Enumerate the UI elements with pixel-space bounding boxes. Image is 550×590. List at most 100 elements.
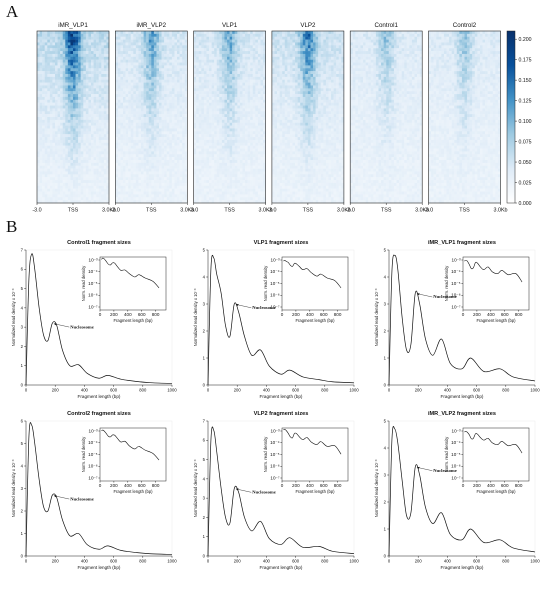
heatmap-cell bbox=[138, 114, 142, 118]
heatmap-cell bbox=[211, 59, 215, 63]
heatmap-cell bbox=[120, 137, 124, 141]
heatmap-cell bbox=[219, 171, 223, 175]
heatmap-cell bbox=[106, 137, 110, 141]
heatmap-cell bbox=[255, 114, 259, 118]
heatmap-cell bbox=[47, 82, 51, 86]
heatmap-cell bbox=[201, 131, 205, 135]
heatmap-cell bbox=[83, 42, 87, 46]
heatmap-cell bbox=[229, 74, 233, 78]
heatmap-cell bbox=[133, 76, 137, 80]
heatmap-cell bbox=[130, 71, 134, 75]
heatmap-cell bbox=[198, 91, 202, 95]
heatmap-cell bbox=[39, 117, 43, 121]
heatmap-cell bbox=[39, 91, 43, 95]
heatmap-cell bbox=[60, 65, 63, 69]
heatmap-cell bbox=[96, 197, 99, 201]
heatmap-cell bbox=[177, 157, 180, 161]
heatmap-cell bbox=[151, 99, 155, 103]
heatmap-cell bbox=[143, 174, 147, 178]
heatmap-cell bbox=[148, 74, 152, 78]
heatmap-cell bbox=[117, 42, 121, 46]
heatmap-cell bbox=[156, 99, 160, 103]
heatmap-cell bbox=[133, 134, 137, 138]
heatmap-cell bbox=[98, 65, 102, 69]
heatmap-cell bbox=[216, 119, 220, 123]
heatmap-cell bbox=[115, 134, 119, 138]
heatmap-cell bbox=[120, 62, 124, 66]
heatmap-cell bbox=[193, 42, 197, 46]
heatmap-cell bbox=[67, 168, 71, 172]
heatmap-cell bbox=[234, 48, 238, 52]
heatmap-cell bbox=[184, 157, 188, 161]
heatmap-cell bbox=[101, 148, 105, 152]
heatmap-cell bbox=[174, 99, 178, 103]
heatmap-cell bbox=[224, 79, 228, 83]
heatmap-cell bbox=[196, 191, 199, 195]
heatmap-cell bbox=[135, 36, 139, 40]
heatmap-cell bbox=[263, 33, 266, 37]
heatmap-cell bbox=[85, 171, 89, 175]
heatmap-cell bbox=[67, 59, 71, 63]
heatmap-cell bbox=[196, 76, 199, 80]
heatmap-cell bbox=[203, 160, 207, 164]
heatmap-cell bbox=[234, 168, 238, 172]
heatmap-cell bbox=[98, 76, 102, 80]
heatmap-cell bbox=[67, 85, 71, 89]
heatmap-cell bbox=[263, 182, 266, 186]
heatmap-cell bbox=[198, 168, 202, 172]
heatmap-cell bbox=[49, 180, 53, 184]
heatmap-cell bbox=[221, 79, 225, 83]
heatmap-cell bbox=[98, 99, 102, 103]
heatmap-cell bbox=[203, 91, 207, 95]
heatmap-cell bbox=[85, 162, 89, 166]
heatmap-cell bbox=[117, 200, 121, 204]
heatmap-cell bbox=[177, 131, 180, 135]
heatmap-cell bbox=[106, 105, 110, 109]
heatmap-cell bbox=[103, 94, 107, 98]
heatmap-cell bbox=[255, 108, 259, 112]
heatmap-cell bbox=[130, 160, 134, 164]
heatmap-cell bbox=[247, 151, 251, 155]
heatmap-cell bbox=[151, 53, 155, 57]
heatmap-cell bbox=[182, 82, 185, 86]
heatmap-cell bbox=[83, 191, 87, 195]
heatmap-cell bbox=[203, 165, 207, 169]
heatmap-cell bbox=[115, 99, 119, 103]
heatmap-cell bbox=[65, 194, 69, 198]
heatmap-cell bbox=[55, 65, 58, 69]
heatmap-cell bbox=[133, 42, 137, 46]
heatmap-cell bbox=[143, 171, 147, 175]
heatmap-cell bbox=[85, 42, 89, 46]
heatmap-cell bbox=[214, 114, 217, 118]
heatmap-cell bbox=[85, 111, 89, 115]
heatmap-cell bbox=[255, 42, 259, 46]
heatmap-cell bbox=[174, 148, 178, 152]
heatmap-cell bbox=[255, 79, 259, 83]
heatmap-cell bbox=[135, 45, 139, 49]
heatmap-cell bbox=[60, 102, 63, 106]
heatmap-cell bbox=[130, 33, 134, 37]
heatmap-cell bbox=[83, 185, 87, 189]
heatmap-cell bbox=[78, 85, 81, 89]
heatmap-cell bbox=[44, 148, 48, 152]
heatmap-cell bbox=[67, 182, 71, 186]
heatmap-cell bbox=[224, 74, 228, 78]
heatmap-cell bbox=[153, 111, 157, 115]
heatmap-cell bbox=[98, 36, 102, 40]
heatmap-cell bbox=[103, 111, 107, 115]
heatmap-cell bbox=[209, 39, 212, 43]
heatmap-cell bbox=[184, 68, 188, 72]
heatmap-cell bbox=[198, 39, 202, 43]
heatmap-cell bbox=[65, 45, 69, 49]
heatmap-cell bbox=[106, 125, 110, 129]
heatmap-cell bbox=[227, 39, 230, 43]
heatmap-cell bbox=[60, 154, 63, 158]
heatmap-cell bbox=[120, 71, 124, 75]
heatmap-cell bbox=[101, 68, 105, 72]
heatmap-cell bbox=[125, 31, 129, 35]
heatmap-cell bbox=[250, 99, 253, 103]
heatmap-cell bbox=[161, 117, 165, 121]
heatmap-cell bbox=[146, 148, 149, 152]
heatmap-cell bbox=[151, 65, 155, 69]
heatmap-cell bbox=[62, 157, 66, 161]
